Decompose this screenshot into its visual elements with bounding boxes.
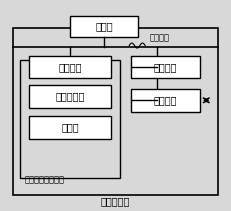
Text: 系统总线: 系统总线 (150, 33, 170, 42)
Text: 操作系统: 操作系统 (58, 62, 82, 72)
Text: 计算机设备: 计算机设备 (101, 196, 130, 206)
Text: 处理器: 处理器 (95, 21, 113, 31)
Bar (131, 55, 200, 78)
Bar (29, 55, 111, 78)
Text: 数据库: 数据库 (61, 122, 79, 132)
Bar (20, 60, 120, 178)
Text: 网络接口: 网络接口 (154, 95, 177, 105)
Text: 计算机程序: 计算机程序 (55, 91, 85, 101)
Bar (29, 116, 111, 139)
Text: 非易失性存储介质: 非易失性存储介质 (24, 175, 64, 184)
Bar (13, 28, 218, 195)
Bar (131, 89, 200, 112)
Bar (29, 85, 111, 108)
Bar (70, 16, 138, 37)
Text: 内存储器: 内存储器 (154, 62, 177, 72)
